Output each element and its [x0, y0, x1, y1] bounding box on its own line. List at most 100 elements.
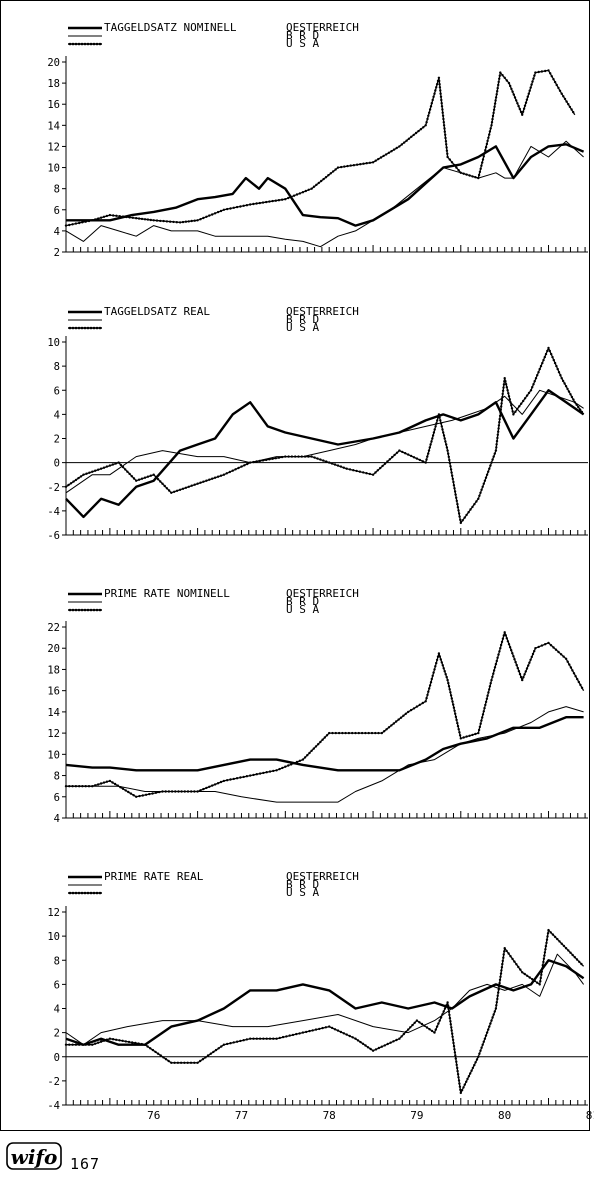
series-point — [580, 686, 584, 689]
chart-title: TAGGELDSATZ NOMINELL — [104, 21, 237, 34]
series-point — [503, 947, 506, 950]
series-point — [415, 705, 419, 708]
series-point — [498, 650, 501, 653]
series-point — [425, 696, 428, 700]
series-point — [105, 780, 109, 783]
series-point — [455, 1063, 458, 1067]
series-point — [164, 1058, 168, 1061]
series-point — [387, 151, 391, 154]
series-point — [453, 709, 456, 712]
series-point — [477, 176, 480, 180]
series-point — [456, 1066, 459, 1070]
series-point — [478, 725, 482, 729]
series-point — [69, 482, 73, 485]
series-point — [351, 1036, 354, 1039]
series-point — [551, 933, 555, 936]
series-point — [543, 951, 547, 954]
series-point — [265, 1037, 268, 1040]
series-point — [232, 777, 235, 781]
series-point — [359, 1040, 362, 1044]
series-point — [460, 1089, 464, 1092]
legend-sample-dot — [89, 326, 93, 330]
series-point — [492, 672, 495, 675]
series-point — [514, 660, 517, 664]
series-point — [140, 1042, 143, 1046]
series-point — [536, 374, 539, 377]
series-point — [129, 792, 133, 795]
series-line-2 — [65, 389, 584, 494]
series-point — [574, 675, 577, 678]
series-point — [284, 455, 287, 458]
series-point — [124, 468, 127, 471]
series-point — [352, 469, 355, 472]
series-point — [439, 95, 443, 99]
series-point — [548, 349, 551, 353]
series-point — [193, 219, 196, 222]
series-point — [321, 1026, 324, 1030]
legend-sample-dot — [74, 42, 78, 46]
series-point — [508, 646, 512, 649]
legend-sample-dot — [80, 42, 84, 46]
series-point — [484, 703, 487, 707]
series-point — [178, 221, 182, 224]
series-point — [541, 964, 544, 967]
series-point — [513, 658, 516, 661]
series-point — [552, 78, 555, 81]
legend-sample-dot — [86, 326, 90, 330]
series-point — [324, 1026, 328, 1029]
series-point — [193, 1061, 196, 1065]
series-point — [445, 446, 449, 449]
legend-sample-dot — [98, 326, 102, 330]
series-point — [159, 480, 162, 483]
series-point — [447, 685, 451, 688]
series-point — [438, 79, 441, 83]
series-point — [503, 950, 506, 953]
series-point — [451, 1032, 454, 1035]
series-point — [498, 417, 501, 421]
series-point — [84, 1043, 87, 1046]
series-point — [412, 707, 416, 710]
series-point — [262, 1037, 265, 1040]
series-point — [452, 1041, 455, 1045]
series-point — [387, 726, 391, 729]
series-point — [580, 410, 584, 414]
series-point — [421, 460, 424, 463]
series-point — [190, 790, 193, 793]
y-tick-label: -4 — [47, 506, 60, 518]
series-point — [469, 1072, 472, 1075]
series-point — [291, 1033, 295, 1037]
series-point — [569, 666, 573, 669]
legend-sample-dot — [77, 326, 81, 330]
series-point — [226, 207, 229, 211]
series-point — [471, 1066, 475, 1070]
series-point — [498, 981, 501, 985]
series-point — [445, 143, 448, 146]
series-point — [445, 443, 448, 446]
series-point — [496, 994, 499, 997]
series-point — [379, 466, 382, 470]
series-point — [177, 790, 180, 793]
series-point — [512, 413, 515, 416]
series-point — [433, 428, 436, 431]
series-point — [445, 149, 449, 152]
series-point — [268, 1037, 272, 1040]
series-point — [505, 386, 508, 389]
series-point — [437, 76, 441, 80]
series-point — [214, 1048, 218, 1052]
series-point — [449, 468, 453, 471]
series-point — [478, 494, 481, 497]
series-point — [242, 775, 245, 779]
series-point — [532, 383, 535, 386]
series-point — [383, 462, 387, 465]
series-point — [488, 685, 492, 688]
legend-sample-dot — [95, 42, 99, 46]
legend-sample-dot — [74, 608, 78, 612]
series-point — [513, 960, 516, 963]
series-point — [162, 219, 165, 223]
series-point — [496, 433, 499, 436]
series-point — [444, 673, 447, 676]
series-point — [492, 111, 495, 115]
series-point — [189, 1061, 193, 1065]
series-point — [527, 664, 530, 667]
